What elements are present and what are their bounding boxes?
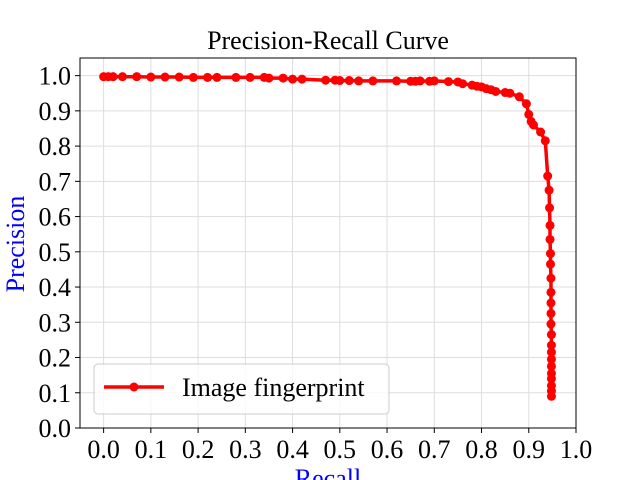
x-tick-label: 0.1 [135,435,168,464]
data-point [545,259,555,269]
data-point [297,74,307,84]
data-point [264,73,274,83]
data-point [368,76,378,86]
data-point [546,374,556,384]
x-tick-label: 0.5 [324,435,357,464]
data-point [545,249,555,259]
y-tick-label: 0.7 [39,167,72,196]
y-axis-label: Precision [1,196,30,293]
x-tick-label: 0.7 [418,435,451,464]
data-point [546,308,556,318]
x-tick-label: 0.2 [182,435,215,464]
data-point [505,88,515,98]
y-tick-label: 0.2 [39,344,72,373]
data-point [108,72,118,82]
plot-frame [79,57,577,429]
data-point [160,72,170,82]
data-point [546,319,556,329]
data-point [344,76,354,86]
data-point [528,120,538,130]
data-point [288,74,298,84]
data-point [514,92,524,102]
x-axis-ticks: 0.0 0.1 0.2 0.3 0.4 0.5 0.6 0.7 0.8 0.9 1.0 [87,428,592,464]
data-point [278,73,288,83]
x-tick-label: 0.4 [276,435,309,464]
data-point [354,76,364,86]
y-tick-label: 0.5 [39,238,72,267]
data-point [203,72,213,82]
data-point [546,361,556,371]
data-point [415,76,425,86]
data-point [391,76,401,86]
y-tick-label: 0.3 [39,308,72,337]
x-axis-label: Recall [295,464,361,480]
data-point [146,72,156,82]
data-point [429,76,439,86]
data-point [118,72,128,82]
data-point [443,77,453,87]
y-tick-label: 0.8 [39,132,72,161]
data-point [245,72,255,82]
data-point [536,127,546,137]
data-point [545,203,555,213]
data-point [321,75,331,85]
data-point [335,76,345,86]
data-point [458,79,468,89]
x-tick-label: 0.8 [465,435,498,464]
data-point [546,354,556,364]
series-layer [99,72,556,401]
y-tick-label: 0.9 [39,97,72,126]
data-point [174,72,184,82]
data-point [491,86,501,96]
data-point [545,234,555,244]
legend-label: Image fingerprint [182,373,365,402]
chart-title: Precision-Recall Curve [207,26,449,55]
data-point [188,72,198,82]
legend-frame [93,363,390,415]
data-point [132,72,142,82]
y-tick-label: 0.4 [39,273,72,302]
data-point [546,298,556,308]
data-point [544,185,554,195]
data-point [545,220,555,230]
data-point [540,136,550,146]
legend: Image fingerprint [93,363,390,415]
data-point [546,287,556,297]
data-point [546,391,556,401]
data-point [231,72,241,82]
data-point [521,99,531,109]
y-tick-label: 0.0 [39,414,72,443]
legend-marker-swatch [129,382,139,392]
x-tick-label: 1.0 [560,435,593,464]
y-tick-label: 0.1 [39,379,72,408]
series-line [101,74,554,399]
y-axis-ticks: 0.0 0.1 0.2 0.3 0.4 0.5 0.6 0.7 0.8 0.9 1.0 [39,62,80,443]
data-point [546,347,556,357]
data-point [546,273,556,283]
data-point [543,171,553,181]
data-point [212,72,222,82]
x-tick-label: 0.3 [229,435,262,464]
data-point [546,340,556,350]
x-tick-label: 0.6 [371,435,404,464]
y-tick-label: 0.6 [39,203,72,232]
data-point [546,330,556,340]
y-tick-label: 1.0 [39,62,72,91]
x-tick-label: 0.0 [87,435,120,464]
data-point [524,109,534,119]
x-tick-label: 0.9 [513,435,546,464]
